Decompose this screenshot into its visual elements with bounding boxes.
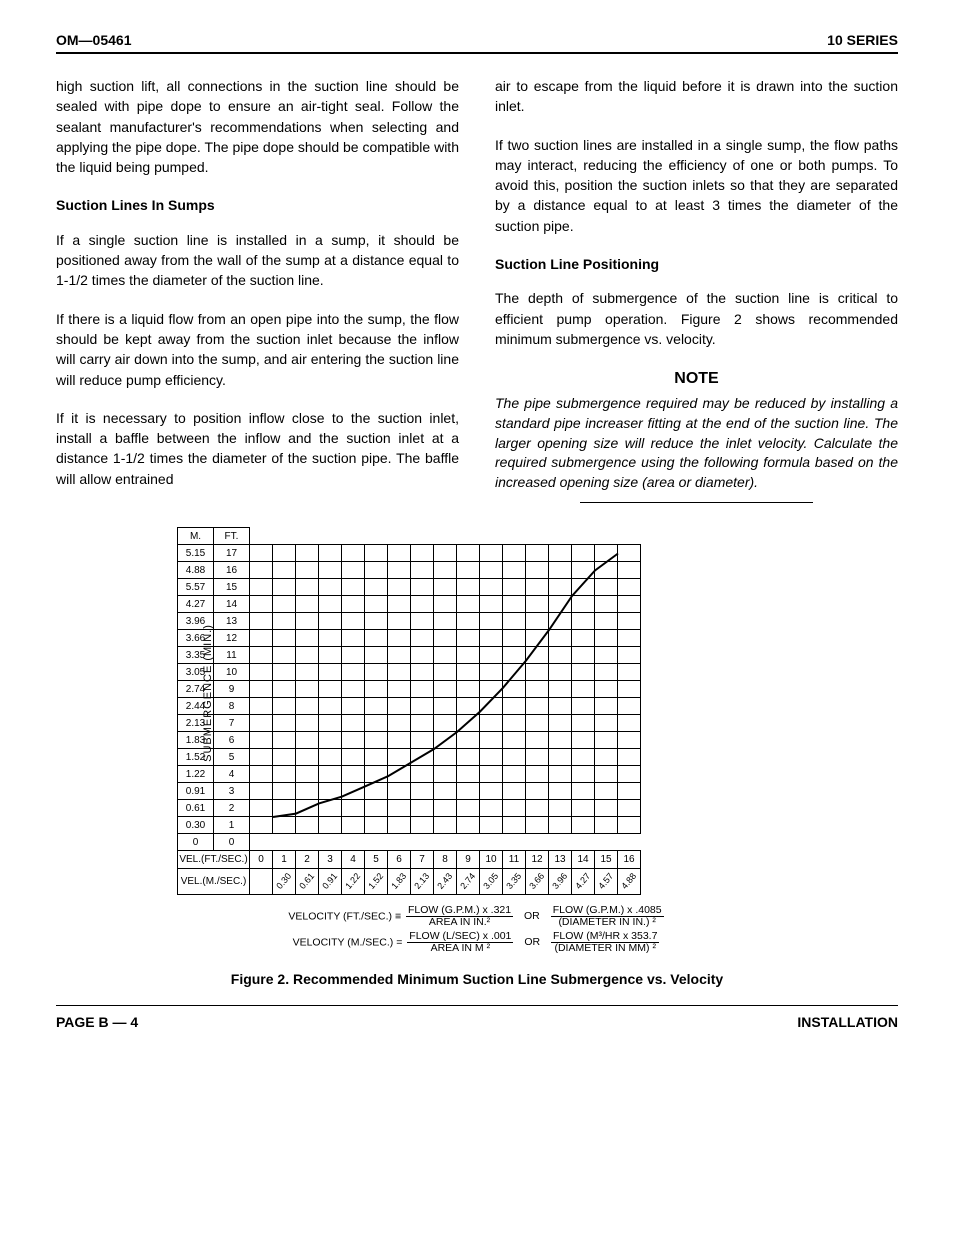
formula-m-b-bot: (DIAMETER IN MM) ²: [552, 942, 658, 954]
formula-m-label: VELOCITY (M./SEC.) =: [293, 936, 403, 948]
right-p3: The depth of submergence of the suction …: [495, 288, 898, 349]
footer-section: INSTALLATION: [797, 1014, 898, 1030]
left-column: high suction lift, all connections in th…: [56, 76, 459, 507]
formula-ft-b-bot: (DIAMETER IN IN.) ²: [556, 916, 657, 928]
right-subhead-positioning: Suction Line Positioning: [495, 254, 898, 274]
page-header: OM—05461 10 SERIES: [56, 32, 898, 48]
left-p4: If it is necessary to position inflow cl…: [56, 408, 459, 489]
left-p2: If a single suction line is installed in…: [56, 230, 459, 291]
formula-or-1: OR: [524, 910, 540, 922]
chart-wrapper: SUBMERGENCE (MIN.) M.FT.5.15174.88165.57…: [177, 527, 777, 957]
submergence-chart: M.FT.5.15174.88165.57154.27143.96133.661…: [177, 527, 641, 895]
formula-ft-label: VELOCITY (FT./SEC.) ≡: [288, 910, 401, 922]
header-series: 10 SERIES: [827, 32, 898, 48]
y-axis-label: SUBMERGENCE (MIN.): [202, 624, 214, 762]
right-p1: air to escape from the liquid before it …: [495, 76, 898, 117]
note-body: The pipe submergence required may be red…: [495, 394, 898, 492]
figure-caption: Figure 2. Recommended Minimum Suction Li…: [231, 971, 723, 987]
figure-area: SUBMERGENCE (MIN.) M.FT.5.15174.88165.57…: [56, 527, 898, 987]
right-p2: If two suction lines are installed in a …: [495, 135, 898, 236]
left-p1: high suction lift, all connections in th…: [56, 76, 459, 177]
right-column: air to escape from the liquid before it …: [495, 76, 898, 507]
left-subhead-sumps: Suction Lines In Sumps: [56, 195, 459, 215]
left-p3: If there is a liquid flow from an open p…: [56, 309, 459, 390]
formula-or-2: OR: [524, 936, 540, 948]
page-footer: PAGE B — 4 INSTALLATION: [56, 1014, 898, 1030]
formula-ft-a-bot: AREA IN IN.²: [427, 916, 492, 928]
two-column-body: high suction lift, all connections in th…: [56, 76, 898, 507]
header-doc-id: OM—05461: [56, 32, 131, 48]
header-rule: [56, 52, 898, 54]
footer-rule: [56, 1005, 898, 1006]
velocity-formulas: VELOCITY (FT./SEC.) ≡ FLOW (G.P.M.) x .3…: [177, 905, 777, 954]
footer-page: PAGE B — 4: [56, 1014, 138, 1030]
note-title: NOTE: [495, 367, 898, 390]
note-rule: [580, 502, 814, 503]
formula-m-a-bot: AREA IN M ²: [429, 942, 493, 954]
